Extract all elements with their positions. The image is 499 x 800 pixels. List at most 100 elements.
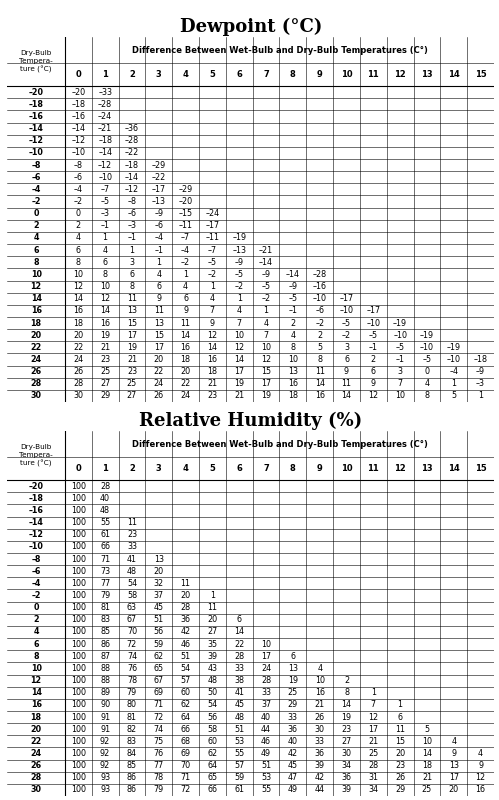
Text: 1: 1 — [398, 700, 403, 710]
Text: 0: 0 — [425, 367, 430, 376]
Text: –9: –9 — [476, 367, 485, 376]
Text: –7: –7 — [208, 246, 217, 254]
Text: –6: –6 — [154, 222, 163, 230]
Text: 4: 4 — [156, 270, 161, 279]
Text: –8: –8 — [31, 554, 41, 563]
Text: 29: 29 — [100, 391, 110, 401]
Text: 80: 80 — [127, 700, 137, 710]
Text: 11: 11 — [154, 306, 164, 315]
Text: 26: 26 — [30, 761, 42, 770]
Text: 55: 55 — [100, 518, 110, 527]
Text: 6: 6 — [237, 615, 242, 624]
Text: 24: 24 — [30, 749, 42, 758]
Text: 7: 7 — [263, 70, 269, 79]
Text: –19: –19 — [420, 330, 434, 340]
Text: –2: –2 — [31, 591, 41, 600]
Text: 1: 1 — [102, 70, 108, 79]
Text: 14: 14 — [208, 343, 218, 352]
Text: –9: –9 — [288, 282, 297, 291]
Text: 92: 92 — [100, 761, 110, 770]
Text: 8: 8 — [33, 258, 39, 266]
Text: –20: –20 — [28, 482, 44, 490]
Text: –8: –8 — [74, 161, 83, 170]
Text: –4: –4 — [154, 234, 163, 242]
Text: 12: 12 — [100, 294, 110, 303]
Text: 1: 1 — [183, 270, 188, 279]
Text: 42: 42 — [315, 774, 325, 782]
Text: 66: 66 — [208, 786, 218, 794]
Text: –12: –12 — [28, 136, 44, 146]
Text: 21: 21 — [100, 343, 110, 352]
Text: 81: 81 — [127, 713, 137, 722]
Text: 76: 76 — [127, 664, 137, 673]
Text: 92: 92 — [100, 749, 110, 758]
Text: –18: –18 — [474, 355, 488, 364]
Text: 6: 6 — [290, 652, 295, 661]
Text: –5: –5 — [101, 197, 110, 206]
Text: 27: 27 — [207, 627, 218, 637]
Text: –4: –4 — [181, 246, 190, 254]
Text: 39: 39 — [341, 786, 352, 794]
Text: 12: 12 — [368, 391, 378, 401]
Text: 3: 3 — [398, 367, 403, 376]
Text: 45: 45 — [154, 603, 164, 612]
Text: 18: 18 — [208, 367, 218, 376]
Text: 11: 11 — [367, 70, 379, 79]
Text: 16: 16 — [288, 379, 298, 388]
Text: 84: 84 — [127, 749, 137, 758]
Text: –2: –2 — [261, 294, 270, 303]
Text: 100: 100 — [71, 530, 86, 539]
Text: 14: 14 — [448, 464, 460, 474]
Text: 27: 27 — [127, 391, 137, 401]
Text: 43: 43 — [208, 664, 218, 673]
Text: 23: 23 — [341, 725, 352, 734]
Text: 13: 13 — [288, 367, 298, 376]
Text: –3: –3 — [476, 379, 485, 388]
Text: 4: 4 — [263, 318, 268, 327]
Text: –1: –1 — [369, 343, 378, 352]
Text: 47: 47 — [288, 774, 298, 782]
Text: 15: 15 — [475, 464, 487, 474]
Text: 28: 28 — [368, 761, 378, 770]
Text: 20: 20 — [154, 566, 164, 576]
Text: 12: 12 — [30, 676, 42, 685]
Text: –17: –17 — [206, 222, 220, 230]
Text: 21: 21 — [422, 774, 432, 782]
Text: 18: 18 — [30, 713, 42, 722]
Text: 74: 74 — [127, 652, 137, 661]
Text: 78: 78 — [127, 676, 137, 685]
Text: –21: –21 — [98, 124, 112, 133]
Text: 48: 48 — [100, 506, 110, 515]
Text: 25: 25 — [100, 367, 110, 376]
Text: 69: 69 — [181, 749, 191, 758]
Text: 17: 17 — [368, 725, 378, 734]
Text: 10: 10 — [341, 464, 352, 474]
Text: 27: 27 — [100, 379, 110, 388]
Text: 24: 24 — [30, 355, 42, 364]
Text: 5: 5 — [451, 391, 457, 401]
Text: –18: –18 — [71, 100, 85, 109]
Text: –18: –18 — [125, 161, 139, 170]
Text: –3: –3 — [101, 209, 110, 218]
Text: 17: 17 — [154, 343, 164, 352]
Text: 17: 17 — [261, 652, 271, 661]
Text: Difference Between Wet-Bulb and Dry-Bulb Temperatures (C°): Difference Between Wet-Bulb and Dry-Bulb… — [132, 440, 427, 449]
Text: 1: 1 — [478, 391, 483, 401]
Text: 7: 7 — [398, 379, 403, 388]
Text: 40: 40 — [261, 713, 271, 722]
Text: 40: 40 — [288, 737, 298, 746]
Text: 71: 71 — [154, 700, 164, 710]
Text: 82: 82 — [127, 725, 137, 734]
Text: 86: 86 — [127, 774, 137, 782]
Text: 92: 92 — [100, 737, 110, 746]
Text: 93: 93 — [100, 786, 110, 794]
Text: 9: 9 — [156, 294, 161, 303]
Text: 19: 19 — [341, 713, 352, 722]
Text: 100: 100 — [71, 518, 86, 527]
Text: 12: 12 — [261, 355, 271, 364]
Text: –4: –4 — [31, 185, 41, 194]
Text: 30: 30 — [31, 391, 42, 401]
Text: –10: –10 — [447, 355, 461, 364]
Text: 46: 46 — [181, 640, 191, 649]
Text: 100: 100 — [71, 506, 86, 515]
